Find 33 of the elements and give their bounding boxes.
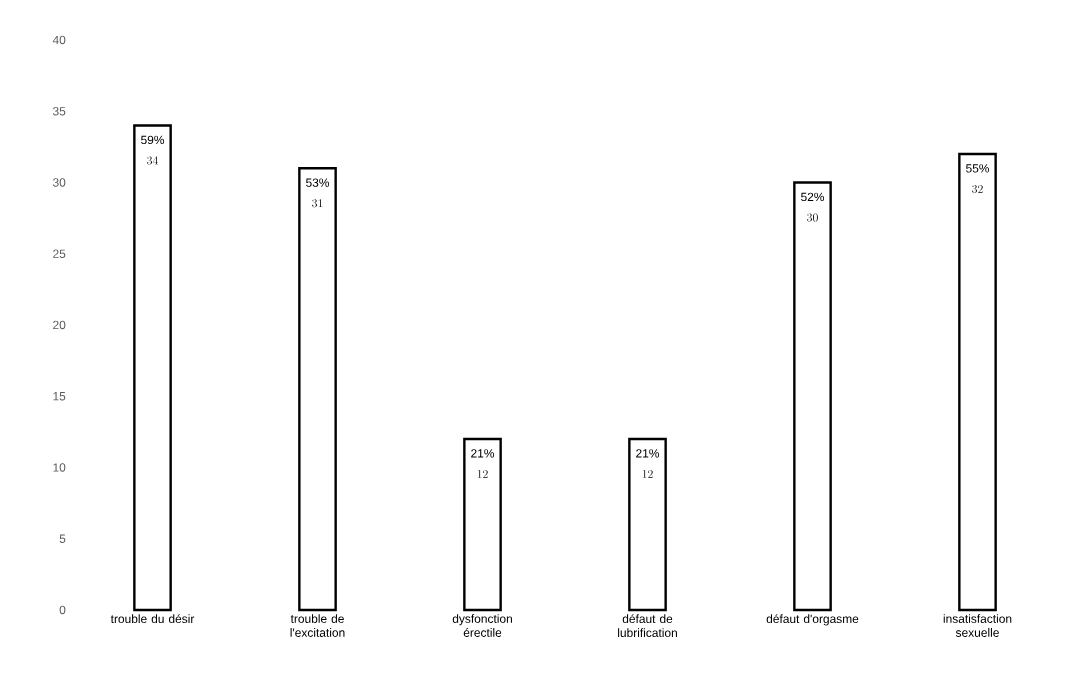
- x-tick-label: défaut de lubrification: [618, 614, 677, 638]
- y-tick-label: 30: [52, 178, 66, 187]
- bar: [298, 167, 337, 612]
- bar: [793, 181, 832, 612]
- x-tick-label: trouble du désir: [110, 614, 195, 624]
- annotation: 21%: [636, 449, 660, 458]
- data-label: 34: [147, 156, 159, 165]
- data-label: 12: [477, 469, 488, 478]
- annotation: 53%: [306, 178, 330, 187]
- data-label: 31: [312, 199, 323, 208]
- data-label: 32: [972, 184, 983, 194]
- bar: [958, 152, 997, 612]
- x-tick-label: défaut d'orgasme: [766, 614, 859, 626]
- x-tick-label: insatisfaction sexuelle: [943, 614, 1012, 637]
- x-tick-label: trouble de l'excitation: [290, 614, 345, 637]
- y-tick-label: 10: [53, 463, 66, 472]
- y-tick-label: 25: [53, 249, 66, 258]
- annotation: 21%: [471, 449, 495, 458]
- y-tick-label: 35: [52, 107, 66, 116]
- y-tick-label: 20: [53, 320, 66, 330]
- annotation: 59%: [141, 135, 165, 145]
- data-label: 12: [642, 469, 653, 478]
- bar: [628, 437, 667, 612]
- bar: [133, 124, 172, 612]
- annotation: 52%: [801, 192, 825, 202]
- y-tick-label: 5: [59, 534, 66, 543]
- y-tick-label: 0: [59, 605, 66, 615]
- y-tick-label: 40: [52, 35, 66, 45]
- bar: [463, 437, 502, 612]
- y-tick-label: 15: [53, 392, 66, 401]
- annotation: 55%: [966, 164, 990, 173]
- data-label: 30: [807, 213, 818, 222]
- x-tick-label: dysfonction érectile: [452, 614, 512, 637]
